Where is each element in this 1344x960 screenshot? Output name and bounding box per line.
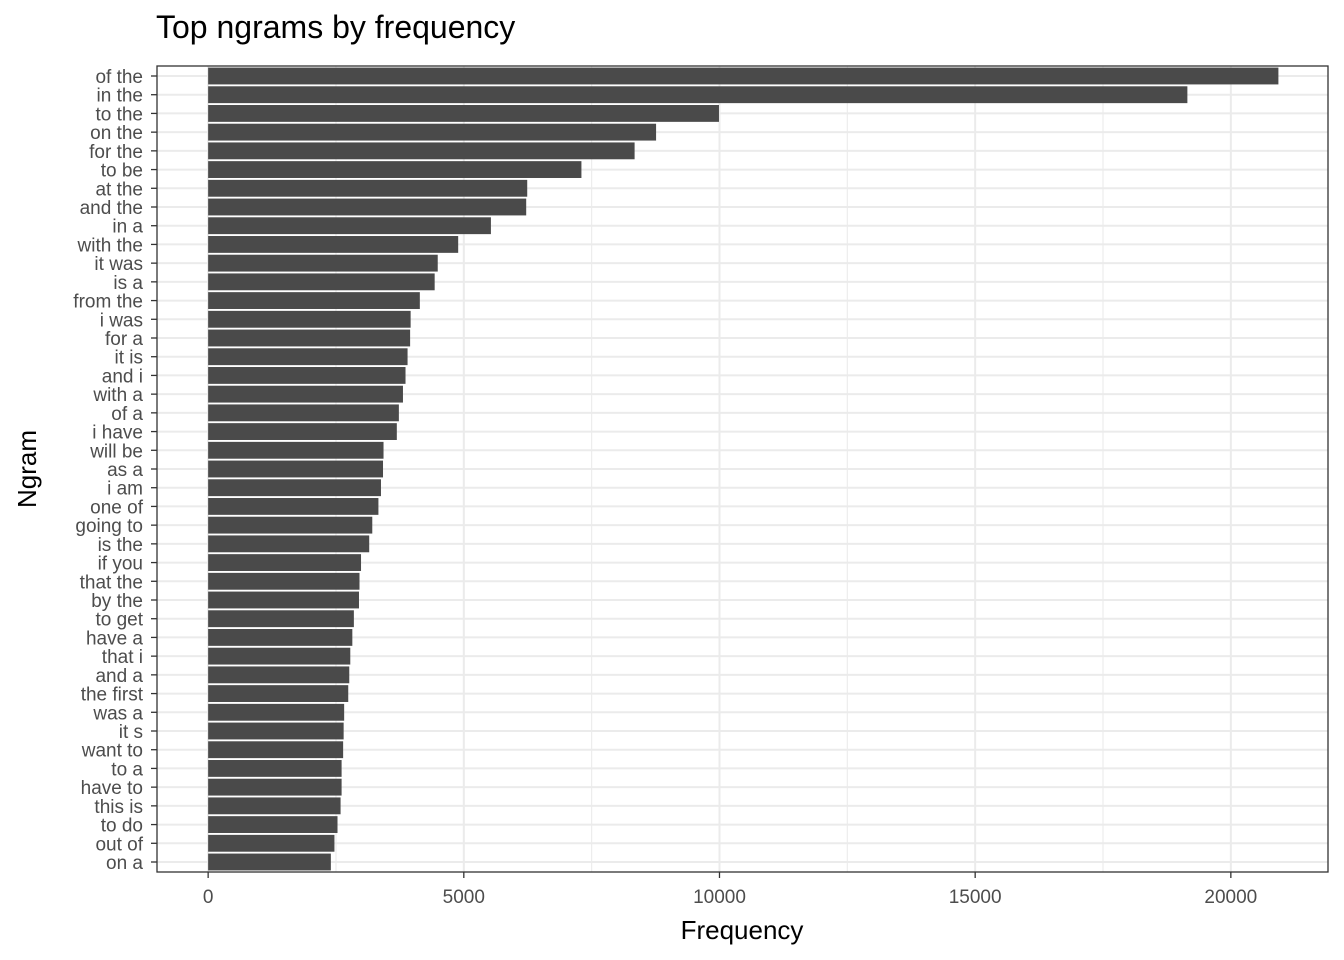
y-tick-label: with a (92, 385, 143, 406)
y-tick-label: is the (98, 535, 143, 556)
y-tick-label: it is (115, 348, 144, 369)
bar (208, 441, 384, 459)
y-tick-label: as a (107, 460, 143, 481)
y-tick-label: with the (77, 235, 143, 256)
y-tick-label: to the (95, 104, 143, 125)
bar (208, 703, 345, 721)
y-tick-label: to a (111, 759, 143, 780)
bar (208, 86, 1188, 104)
bar (208, 666, 350, 684)
y-tick-label: that the (80, 572, 143, 593)
y-tick-label: to do (101, 816, 143, 837)
y-tick-label: was a (92, 703, 143, 724)
bar (208, 572, 360, 590)
y-tick-label: and i (102, 366, 143, 387)
y-tick-label: of a (111, 404, 143, 425)
x-tick-label: 5000 (443, 887, 485, 908)
y-tick-label: have a (86, 628, 143, 649)
bar (208, 610, 354, 628)
bar (208, 797, 341, 815)
bars (208, 67, 1279, 871)
bar (208, 292, 420, 309)
bar (208, 404, 399, 422)
y-tick-label: will be (89, 441, 143, 462)
bar (208, 348, 408, 366)
y-tick-label: from the (73, 292, 143, 313)
y-tick-label: if you (98, 554, 143, 575)
bar (208, 778, 342, 796)
y-tick-label: on a (106, 853, 143, 874)
y-tick-label: and the (80, 198, 143, 219)
bar (208, 834, 335, 852)
bar (208, 591, 359, 609)
y-tick-label: going to (75, 516, 143, 537)
y-tick-label: for the (89, 142, 143, 163)
y-tick-label: of the (95, 67, 143, 88)
y-tick-label: out of (95, 834, 143, 855)
bar (208, 816, 338, 833)
bar (208, 385, 403, 403)
bar (208, 329, 411, 347)
x-tick-label: 0 (203, 887, 214, 908)
bar (208, 123, 657, 141)
y-tick-label: in a (112, 217, 143, 238)
y-tick-label: by the (91, 591, 143, 612)
bar (208, 198, 527, 216)
bar (208, 460, 384, 478)
bar (208, 722, 344, 740)
bar (208, 554, 362, 571)
bar (208, 217, 491, 235)
x-tick-label: 15000 (949, 887, 1002, 908)
x-tick-label: 10000 (693, 887, 746, 908)
bar (208, 647, 351, 665)
bar (208, 67, 1279, 85)
y-tick-label: the first (81, 685, 144, 706)
y-tick-label: i have (92, 423, 143, 444)
bar (208, 498, 379, 515)
y-tick-label: have to (81, 778, 143, 799)
y-tick-label: to be (101, 161, 143, 182)
bar (208, 423, 397, 440)
chart-title: Top ngrams by frequency (156, 9, 515, 45)
y-tick-label: this is (94, 797, 143, 818)
bar (208, 760, 342, 777)
x-axis-ticks: 0 5000 10000 15000 20000 (203, 872, 1257, 908)
y-tick-label: at the (95, 179, 143, 200)
x-tick-label: 20000 (1204, 887, 1257, 908)
bar (208, 629, 353, 646)
y-axis-title: Ngram (12, 430, 42, 508)
bar (208, 273, 435, 291)
y-tick-label: want to (81, 741, 143, 762)
y-tick-label: on the (90, 123, 143, 144)
y-tick-label: i was (100, 310, 143, 331)
bar (208, 161, 582, 178)
bar (208, 741, 344, 759)
y-tick-label: for a (105, 329, 143, 350)
bar (208, 142, 635, 160)
y-tick-label: i am (107, 479, 143, 500)
bar (208, 236, 459, 253)
bar (208, 310, 411, 328)
bar (208, 105, 719, 122)
bar (208, 367, 406, 384)
y-tick-label: it s (119, 722, 143, 743)
y-tick-label: in the (97, 86, 143, 107)
y-tick-label: and a (95, 666, 143, 687)
bar (208, 479, 381, 497)
bar (208, 179, 528, 197)
y-tick-label: that i (102, 647, 143, 668)
bar (208, 516, 373, 534)
y-tick-label: it was (94, 254, 143, 275)
bar (208, 853, 331, 871)
bar (208, 254, 438, 272)
y-tick-label: one of (90, 497, 144, 518)
y-tick-label: is a (113, 273, 143, 294)
x-axis-title: Frequency (681, 915, 804, 945)
bar (208, 535, 370, 553)
y-tick-label: to get (95, 610, 143, 631)
bar (208, 685, 349, 702)
